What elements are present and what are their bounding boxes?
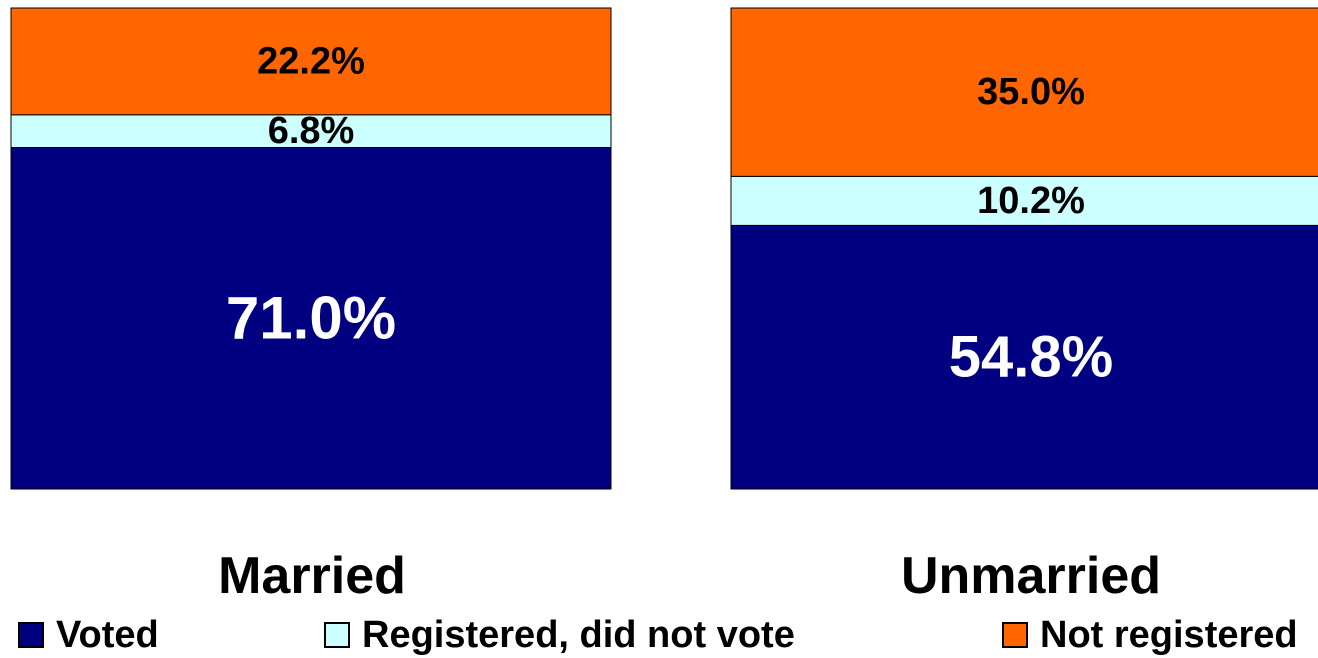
bar-segment-unmarried-not-registered	[730, 7, 1318, 177]
category-label-married: Married	[218, 547, 406, 605]
legend-swatch-registered-did-not-vote	[324, 622, 350, 648]
legend-item-voted: Voted	[18, 612, 159, 658]
legend-item-not-registered: Not registered	[1002, 612, 1298, 658]
stacked-bar-chart: 71.0% 6.8% 22.2% 54.8% 10.2% 35.0%	[10, 7, 1318, 490]
legend-swatch-voted	[18, 622, 44, 648]
bar-segment-married-registered-did-not-vote	[10, 114, 612, 148]
legend-item-registered-did-not-vote: Registered, did not vote	[324, 612, 795, 658]
legend-label-voted: Voted	[56, 613, 159, 656]
legend-label-not-registered: Not registered	[1040, 613, 1298, 656]
bar-segment-married-not-registered	[10, 7, 612, 116]
bar-segment-unmarried-registered-did-not-vote	[730, 175, 1318, 226]
data-label-unmarried-voted: 54.8%	[949, 325, 1113, 390]
data-label-married-not-registered: 22.2%	[257, 40, 365, 82]
data-label-unmarried-registered-did-not-vote: 10.2%	[977, 180, 1085, 222]
data-label-married-registered-did-not-vote: 6.8%	[268, 110, 355, 152]
data-label-married-voted: 71.0%	[226, 285, 396, 352]
data-label-unmarried-not-registered: 35.0%	[977, 71, 1085, 113]
category-label-unmarried: Unmarried	[900, 547, 1162, 605]
legend-swatch-not-registered	[1002, 622, 1028, 648]
bar-segment-unmarried-voted	[730, 224, 1318, 490]
legend: Voted Registered, did not vote Not regis…	[0, 612, 1318, 658]
legend-label-registered-did-not-vote: Registered, did not vote	[362, 613, 795, 656]
bar-segment-married-voted	[10, 146, 612, 490]
